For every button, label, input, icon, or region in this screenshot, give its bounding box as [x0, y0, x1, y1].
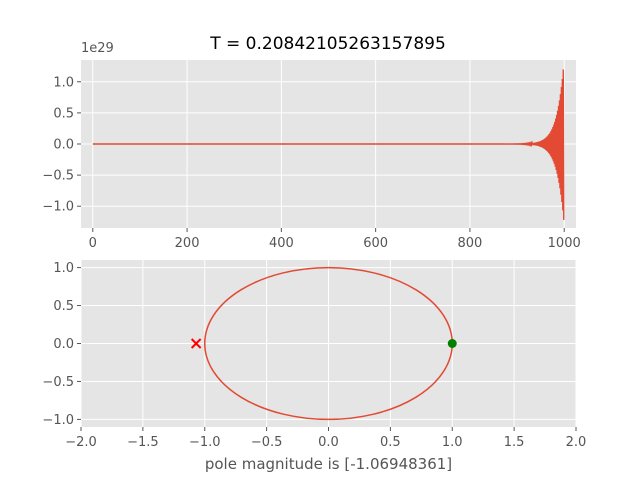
x-tick-label: 400 [269, 236, 294, 251]
y-tick-label: 0.0 [53, 138, 74, 153]
x-tick-label: 800 [458, 236, 483, 251]
y-tick-label: −1.0 [42, 413, 74, 428]
y-tick-label: 1.0 [53, 75, 74, 90]
y-tick-label: −0.5 [42, 169, 74, 184]
figure-title: T = 0.20842105263157895 [209, 34, 446, 54]
pole-magnitude-label: pole magnitude is [-1.06948361] [205, 455, 452, 473]
pole-zero-ticks: −2.0 −1.5 −1.0 −0.5 0.0 0.5 1.0 1.5 2.0 −1.0 −0.5 0… [42, 261, 586, 450]
y-tick-label: −0.5 [42, 375, 74, 390]
pole-zero-axes: −2.0 −1.5 −1.0 −0.5 0.0 0.5 1.0 1.5 2.0 −1.0 −0.5 0… [42, 260, 586, 473]
x-tick-label: −1.5 [127, 435, 159, 450]
zero-marker [447, 339, 457, 348]
x-tick-label: 0.0 [318, 435, 339, 450]
impulse-response-axes: 0 200 400 600 800 1000 −1.0 −0.5 0.0 0.5 1.0 1e29 [42, 41, 580, 251]
y-tick-label: −1.0 [42, 200, 74, 215]
y-tick-label: 1.0 [53, 261, 74, 276]
y-tick-label: 0.5 [53, 299, 74, 314]
impulse-response-ticks: 0 200 400 600 800 1000 −1.0 −0.5 0.0 0.5 1.0 [42, 75, 580, 251]
y-tick-label: 0.0 [53, 337, 74, 352]
x-tick-label: 2.0 [566, 435, 587, 450]
impulse-response-line [92, 69, 565, 220]
y-tick-label: 0.5 [53, 106, 74, 121]
x-tick-label: 200 [175, 236, 200, 251]
pole-marker [190, 338, 202, 349]
x-tick-label: −0.5 [251, 435, 283, 450]
x-tick-label: 1.0 [442, 435, 463, 450]
x-tick-label: −2.0 [65, 435, 97, 450]
pole-zero-markers [190, 338, 457, 349]
x-tick-label: 600 [363, 236, 388, 251]
y-offset-label: 1e29 [81, 41, 114, 56]
pole-zero-grid [80, 260, 577, 427]
x-tick-label: 0.5 [380, 435, 401, 450]
x-tick-label: 1000 [548, 236, 581, 251]
x-tick-label: 1.5 [504, 435, 525, 450]
x-tick-label: 0 [89, 236, 97, 251]
x-tick-label: −1.0 [189, 435, 221, 450]
